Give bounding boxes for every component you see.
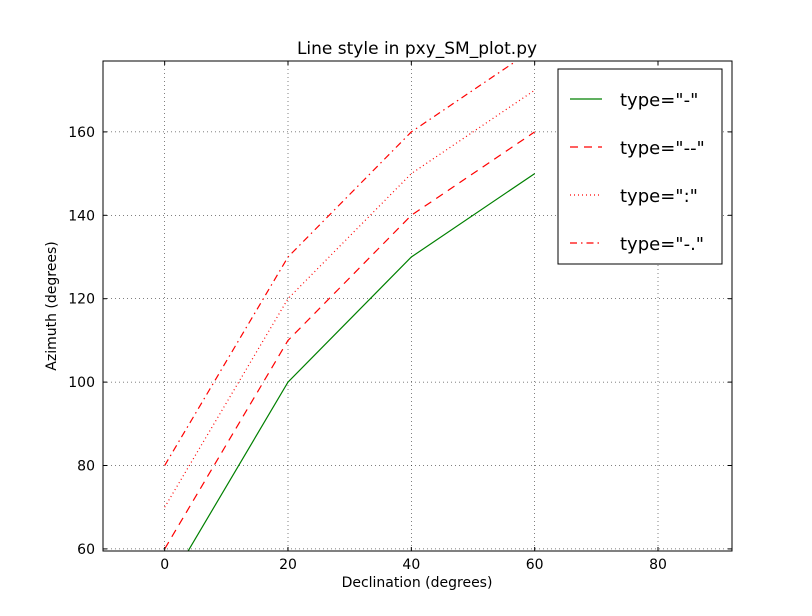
axis-ticks: 0 20 40 60 80 60 80 100 120 140 160 xyxy=(68,61,732,573)
x-tick-label: 60 xyxy=(526,557,544,573)
y-tick-label: 60 xyxy=(77,542,95,558)
y-axis-label: Azimuth (degrees) xyxy=(44,241,60,370)
y-tick-label: 160 xyxy=(68,125,95,141)
y-tick-label: 100 xyxy=(68,375,95,391)
legend-box xyxy=(557,68,723,265)
legend-label-4: type="-." xyxy=(620,234,704,255)
y-tick-label: 80 xyxy=(77,459,95,475)
x-axis-label: Declination (degrees) xyxy=(342,575,493,591)
x-tick-label: 80 xyxy=(649,557,667,573)
legend-label-1: type="-" xyxy=(620,90,698,111)
legend: type="-" type="--" type=":" type="-." xyxy=(557,68,723,265)
legend-label-3: type=":" xyxy=(620,186,698,207)
chart-title: Line style in pxy_SM_plot.py xyxy=(297,39,537,59)
legend-label-2: type="--" xyxy=(620,138,705,159)
plot-frame xyxy=(102,60,733,552)
series-lines xyxy=(164,61,536,551)
x-tick-label: 20 xyxy=(279,557,297,573)
series-line-2 xyxy=(164,131,536,550)
y-tick-label: 140 xyxy=(68,208,95,224)
series-line-1 xyxy=(187,173,536,551)
series-line-3 xyxy=(164,89,536,508)
x-tick-label: 0 xyxy=(160,557,169,573)
y-tick-label: 120 xyxy=(68,292,95,308)
x-tick-label: 40 xyxy=(402,557,420,573)
series-line-4 xyxy=(164,61,518,466)
